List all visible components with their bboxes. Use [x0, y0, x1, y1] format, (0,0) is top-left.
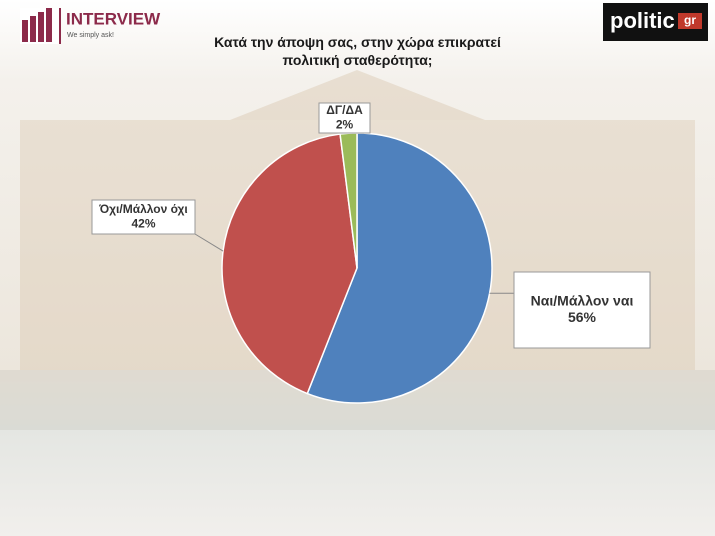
data-label-value: 2% [336, 117, 354, 131]
politic-badge [678, 13, 702, 29]
data-label-value: 56% [568, 309, 597, 325]
label-box [91, 199, 196, 235]
data-label-name: ΔΓ/ΔΑ [326, 103, 363, 117]
pie-slice [306, 132, 493, 404]
data-label-name: Όχι/Μάλλον όχι [98, 202, 188, 216]
label-box [513, 271, 651, 349]
logo-text: INTERVIEW [66, 9, 161, 28]
politic-suffix: gr [684, 13, 696, 27]
politic-text: politic [610, 8, 675, 33]
data-label-value: 42% [131, 216, 155, 230]
pie-slice [221, 133, 358, 395]
logo-tagline: We simply ask! [67, 32, 114, 39]
chart-title: Κατά την άποψη σας, στην χώρα επικρατεί … [214, 34, 501, 68]
label-box [318, 102, 371, 134]
logo-icon [22, 8, 52, 42]
data-label-name: Ναι/Μάλλον ναι [531, 292, 634, 308]
leader-line [194, 233, 224, 252]
